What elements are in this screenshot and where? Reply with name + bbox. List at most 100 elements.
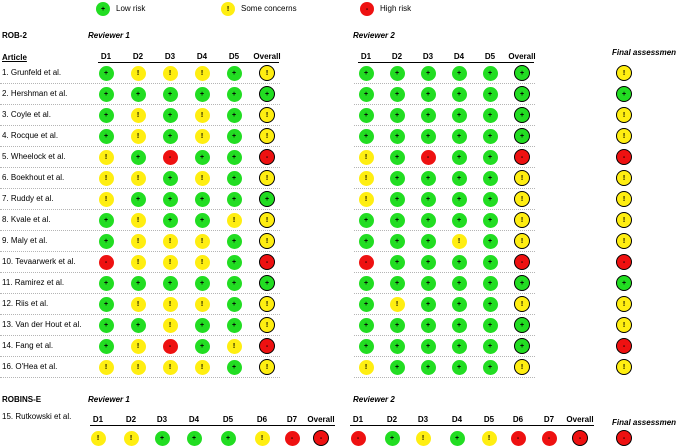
r2-assessment-some-icon: ! [358, 191, 374, 207]
rob2-r2-header-d5: D5 [484, 52, 496, 61]
article-name: 6. Boekhout et al. [2, 173, 65, 182]
r2-assessment-low-icon: + [482, 65, 498, 81]
r1-assessment-some-icon: ! [259, 359, 275, 375]
row-divider [354, 335, 535, 336]
r1-assessment-low-icon: + [162, 86, 178, 102]
rob2-reviewer2-label: Reviewer 2 [353, 31, 395, 40]
final-assessment-some-icon: ! [616, 170, 632, 186]
r1-assessment-some-icon: ! [130, 170, 146, 186]
r2-assessment-low-icon: + [451, 149, 467, 165]
robinse-r2-assessment-high-icon: - [350, 430, 366, 446]
rob2-r1-header-d1: D1 [100, 52, 112, 61]
r2-assessment-low-icon: + [451, 128, 467, 144]
r2-assessment-low-icon: + [514, 107, 530, 123]
final-assessment-some-icon: ! [616, 296, 632, 312]
r1-assessment-low-icon: + [226, 191, 242, 207]
article-name: 8. Kvale et al. [2, 215, 51, 224]
r2-assessment-low-icon: + [482, 359, 498, 375]
r1-assessment-low-icon: + [162, 212, 178, 228]
r1-assessment-some-icon: ! [259, 212, 275, 228]
row-divider [354, 251, 535, 252]
r2-assessment-some-icon: ! [389, 296, 405, 312]
r1-assessment-some-icon: ! [162, 296, 178, 312]
r1-assessment-some-icon: ! [194, 170, 210, 186]
article-name: 13. Van der Hout et al. [2, 320, 82, 329]
r1-assessment-low-icon: + [162, 128, 178, 144]
r2-assessment-low-icon: + [420, 254, 436, 270]
row-divider [0, 356, 280, 357]
r2-assessment-low-icon: + [514, 275, 530, 291]
r2-assessment-low-icon: + [420, 212, 436, 228]
robinse-r2-assessment-some-icon: ! [415, 430, 431, 446]
r1-assessment-low-icon: + [130, 86, 146, 102]
r2-assessment-low-icon: + [482, 191, 498, 207]
r2-assessment-low-icon: + [389, 107, 405, 123]
robinse-r1-assessment-high-icon: - [313, 430, 329, 446]
final-assessment-some-icon: ! [616, 65, 632, 81]
r2-assessment-low-icon: + [482, 170, 498, 186]
r1-assessment-some-icon: ! [130, 254, 146, 270]
r1-assessment-low-icon: + [98, 317, 114, 333]
final-assessment-some-icon: ! [616, 317, 632, 333]
row-divider [0, 335, 280, 336]
final-assessment-high-icon: - [616, 149, 632, 165]
legend-some-icon: ! [221, 2, 235, 16]
r2-assessment-low-icon: + [482, 338, 498, 354]
r1-assessment-low-icon: + [226, 233, 242, 249]
r2-assessment-low-icon: + [358, 212, 374, 228]
r1-assessment-low-icon: + [162, 191, 178, 207]
row-divider [0, 230, 280, 231]
r1-assessment-high-icon: - [259, 338, 275, 354]
r2-assessment-low-icon: + [389, 275, 405, 291]
r2-assessment-low-icon: + [451, 275, 467, 291]
robinse-r1-assessment-some-icon: ! [254, 430, 270, 446]
r2-assessment-low-icon: + [420, 275, 436, 291]
r2-assessment-low-icon: + [358, 86, 374, 102]
r2-assessment-low-icon: + [451, 86, 467, 102]
r2-assessment-low-icon: + [389, 317, 405, 333]
r1-assessment-low-icon: + [194, 212, 210, 228]
rob2-r1-header-d4: D4 [196, 52, 208, 61]
r2-assessment-low-icon: + [482, 317, 498, 333]
r2-assessment-low-icon: + [420, 317, 436, 333]
row-divider [0, 104, 280, 105]
r2-assessment-low-icon: + [451, 254, 467, 270]
r1-assessment-low-icon: + [130, 191, 146, 207]
r1-assessment-low-icon: + [194, 86, 210, 102]
r2-assessment-low-icon: + [514, 338, 530, 354]
robinse-r1-assessment-some-icon: ! [123, 430, 139, 446]
r2-assessment-low-icon: + [420, 65, 436, 81]
final-assessment-low-icon: + [616, 86, 632, 102]
r2-assessment-low-icon: + [358, 317, 374, 333]
r2-assessment-low-icon: + [389, 191, 405, 207]
rob2-final-assessment-label: Final assessment [612, 48, 676, 57]
r2-assessment-low-icon: + [420, 359, 436, 375]
r2-assessment-high-icon: - [514, 254, 530, 270]
r2-assessment-low-icon: + [514, 128, 530, 144]
r2-assessment-low-icon: + [482, 107, 498, 123]
robinse-r1-assessment-some-icon: ! [90, 430, 106, 446]
r1-assessment-low-icon: + [226, 254, 242, 270]
r2-assessment-some-icon: ! [514, 212, 530, 228]
final-assessment-low-icon: + [616, 275, 632, 291]
row-divider [354, 125, 535, 126]
r2-assessment-low-icon: + [420, 233, 436, 249]
r1-assessment-some-icon: ! [162, 254, 178, 270]
r2-assessment-low-icon: + [482, 296, 498, 312]
r1-assessment-some-icon: ! [130, 359, 146, 375]
legend-label-some: Some concerns [241, 4, 297, 13]
robinse-r2-header-overall: Overall [566, 415, 594, 424]
r1-assessment-low-icon: + [162, 275, 178, 291]
r2-assessment-low-icon: + [514, 86, 530, 102]
r1-assessment-some-icon: ! [259, 65, 275, 81]
r2-assessment-some-icon: ! [358, 170, 374, 186]
final-assessment-some-icon: ! [616, 233, 632, 249]
rob2-reviewer1-label: Reviewer 1 [88, 31, 130, 40]
robinse-final-assessment-label: Final assessment [612, 418, 676, 427]
article-name: 14. Fang et al. [2, 341, 54, 350]
row-divider [0, 377, 280, 378]
r1-assessment-low-icon: + [194, 191, 210, 207]
r1-assessment-low-icon: + [194, 317, 210, 333]
r2-assessment-high-icon: - [358, 254, 374, 270]
robinse-r2-assessment-low-icon: + [449, 430, 465, 446]
